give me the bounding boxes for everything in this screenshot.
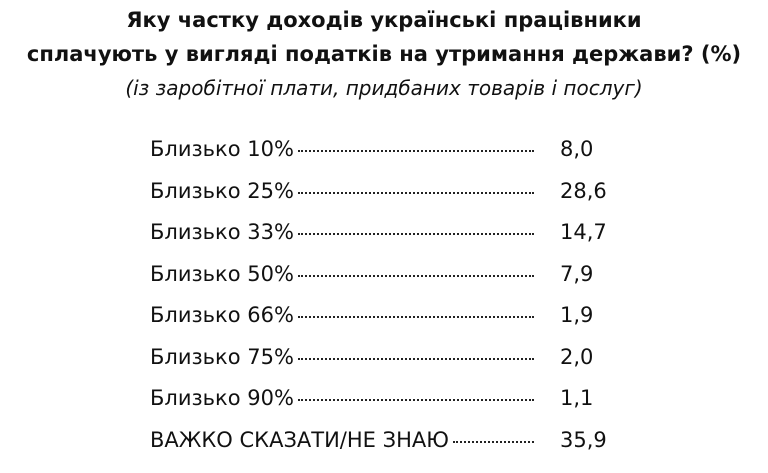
dot-leader [297, 274, 534, 277]
subtitle: (із заробітної плати, придбаних товарів … [125, 76, 643, 100]
row-label: Близько 90% [150, 386, 294, 410]
table-row: ВАЖКО СКАЗАТИ/НЕ ЗНАЮ 35,9 [150, 428, 620, 458]
row-value: 8,0 [560, 137, 594, 161]
row-label: Близько 75% [150, 344, 294, 369]
table-row: Близько 33% 14,7 [150, 220, 620, 250]
title-line: Яку частку доходів українські працівники [126, 8, 642, 32]
row-value: 2,0 [560, 344, 594, 369]
dot-leader [297, 316, 534, 318]
table-row: Близько 50% 7,9 [150, 262, 620, 292]
row-label: Близько 50% [150, 261, 294, 286]
title-line: сплачують у вигляді податків на утриманн… [26, 42, 742, 66]
row-label: Близько 10% [150, 137, 294, 161]
dot-leader [297, 399, 534, 401]
row-value: 35,9 [560, 427, 607, 452]
row-value: 7,9 [560, 261, 594, 286]
dot-leader [297, 233, 534, 235]
row-value: 1,9 [560, 303, 594, 327]
row-label: ВАЖКО СКАЗАТИ/НЕ ЗНАЮ [150, 427, 449, 452]
dot-leader [452, 440, 534, 443]
dot-leader [297, 150, 534, 152]
dot-leader [297, 191, 534, 194]
table-row: Близько 10% 8,0 [150, 137, 620, 167]
row-value: 1,1 [560, 386, 594, 410]
table-row: Близько 25% 28,6 [150, 179, 620, 209]
row-value: 28,6 [560, 178, 607, 203]
table-row: Близько 75% 2,0 [150, 345, 620, 375]
row-label: Близько 25% [150, 178, 294, 203]
row-value: 14,7 [560, 220, 607, 244]
table-row: Близько 66% 1,9 [150, 303, 620, 333]
row-label: Близько 66% [150, 303, 294, 327]
row-label: Близько 33% [150, 220, 294, 244]
table-row: Близько 90% 1,1 [150, 386, 620, 416]
dot-leader [297, 357, 534, 360]
